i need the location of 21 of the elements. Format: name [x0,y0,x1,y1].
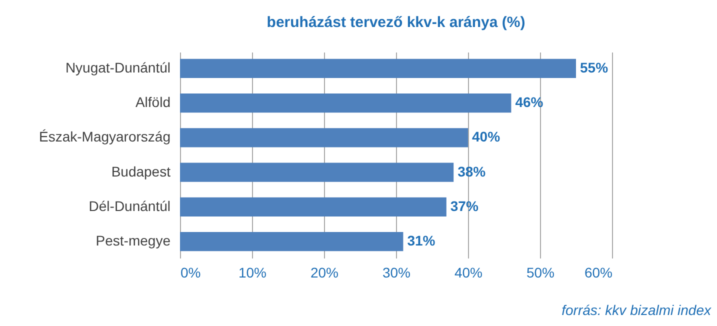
x-tick-label: 40% [454,264,483,280]
y-tick-label: Budapest [111,163,171,180]
y-tick-label: Nyugat-Dunántúl [65,59,170,76]
x-tick-label: 50% [526,264,555,280]
y-tick-label: Alföld [135,94,170,110]
y-tick-label: Dél-Dunántúl [88,198,170,214]
x-tick-label: 0% [180,264,201,280]
y-tick-label: Pest-megye [96,232,171,249]
x-tick-label: 20% [310,264,339,280]
y-tick-label: Észak-Magyarország [39,128,170,145]
text: forrás: kkv bizalmi index [562,302,711,318]
data-label: 46% [515,94,544,110]
x-tick-label: 30% [382,264,411,280]
x-tick-label: 10% [238,264,267,280]
data-label: 40% [472,128,501,145]
x-tick-label: 60% [584,264,612,280]
data-label: 38% [458,163,486,180]
data-label: 37% [450,198,479,214]
data-label: 31% [407,232,436,249]
chart-title: beruházást tervező kkv-k aránya (%) [266,14,526,31]
data-label: 55% [580,59,609,76]
